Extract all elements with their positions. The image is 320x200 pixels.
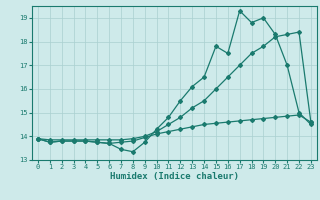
X-axis label: Humidex (Indice chaleur): Humidex (Indice chaleur) xyxy=(110,172,239,181)
